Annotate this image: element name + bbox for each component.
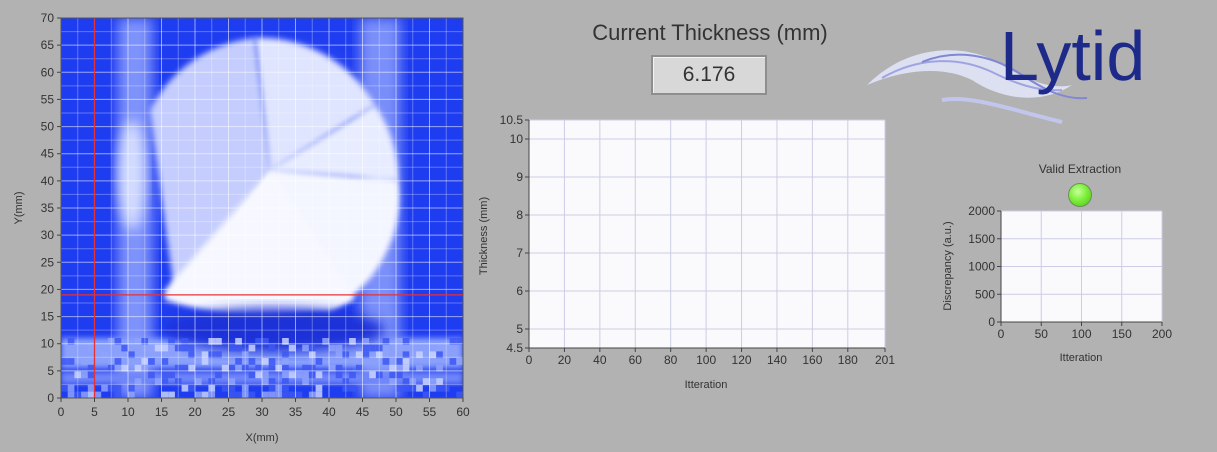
x-tick-label: 20 xyxy=(558,353,572,367)
y-tick-label: 2000 xyxy=(968,204,995,218)
discrepancy-chart-x-label: Itteration xyxy=(1060,352,1103,364)
x-tick-label: 120 xyxy=(732,353,752,367)
valid-extraction-label: Valid Extraction xyxy=(1038,162,1122,176)
heatmap-axes: 0 5 10 15 20 25 30 35 40 45 50 55 60 0 5 10 15 20 25 30 35 40… xyxy=(41,11,470,419)
heatmap-y-tick-label: 65 xyxy=(41,38,55,52)
heatmap-y-tick-label: 20 xyxy=(41,282,55,296)
y-tick-label: 6 xyxy=(516,284,523,298)
heatmap-x-tick-label: 10 xyxy=(121,405,135,419)
y-tick-label: 8 xyxy=(516,208,523,222)
heatmap-y-tick-label: 25 xyxy=(41,255,55,269)
heatmap-y-tick-label: 5 xyxy=(47,364,54,378)
heatmap-x-tick-label: 30 xyxy=(255,405,269,419)
heatmap-y-tick-label: 40 xyxy=(41,174,55,188)
y-tick-label: 7 xyxy=(516,246,523,260)
x-tick-label: 60 xyxy=(629,353,643,367)
x-tick-label: 180 xyxy=(838,353,858,367)
x-tick-label: 40 xyxy=(593,353,607,367)
x-tick-label: 0 xyxy=(526,353,533,367)
heatmap-x-tick-label: 60 xyxy=(456,405,470,419)
y-tick-label: 500 xyxy=(975,287,995,301)
x-tick-label: 100 xyxy=(696,353,716,367)
x-tick-label: 100 xyxy=(1071,327,1091,341)
x-tick-label: 160 xyxy=(802,353,822,367)
heatmap-x-tick-label: 35 xyxy=(289,405,303,419)
x-tick-label: 50 xyxy=(1035,327,1049,341)
heatmap-y-tick-label: 0 xyxy=(47,391,54,405)
wave-icon xyxy=(867,50,1088,124)
heatmap-x-tick-label: 15 xyxy=(155,405,169,419)
current-thickness-display: 6.176 xyxy=(651,55,767,95)
current-thickness-title: Current Thickness (mm) xyxy=(592,20,828,45)
heatmap-x-tick-label: 40 xyxy=(322,405,336,419)
heatmap-x-tick-label: 50 xyxy=(389,405,403,419)
discrepancy-chart-y-label: Discrepancy (a.u.) xyxy=(942,221,954,310)
x-tick-label: 0 xyxy=(998,327,1005,341)
thickness-chart-y-label: Thickness (mm) xyxy=(478,197,490,275)
heatmap-x-tick-label: 55 xyxy=(423,405,437,419)
valid-extraction-led xyxy=(1068,183,1092,207)
y-tick-label: 5 xyxy=(516,322,523,336)
heatmap-y-tick-label: 70 xyxy=(41,11,55,25)
x-tick-label: 150 xyxy=(1112,327,1132,341)
y-tick-label: 0 xyxy=(988,315,995,329)
y-tick-label: 10.5 xyxy=(500,113,524,127)
heatmap-y-tick-label: 45 xyxy=(41,147,55,161)
heatmap-x-axis-label: X(mm) xyxy=(246,432,279,444)
y-tick-label: 10 xyxy=(510,132,524,146)
thz-image-heatmap[interactable]: 0 5 10 15 20 25 30 35 40 45 50 55 60 0 5 10 15 20 25 30 35 40… xyxy=(0,0,475,452)
x-tick-label: 80 xyxy=(664,353,678,367)
heatmap-grid xyxy=(60,17,464,399)
heatmap-y-axis-label: Y(mm) xyxy=(13,192,25,225)
x-tick-label: 140 xyxy=(767,353,787,367)
heatmap-cursor[interactable] xyxy=(61,18,463,398)
heatmap-x-tick-label: 5 xyxy=(91,405,98,419)
heatmap-y-tick-label: 35 xyxy=(41,201,55,215)
y-tick-label: 4.5 xyxy=(506,341,523,355)
x-tick-label: 200 xyxy=(1152,327,1172,341)
heatmap-y-tick-label: 10 xyxy=(41,337,55,351)
heatmap-y-tick-label: 55 xyxy=(41,92,55,106)
y-tick-label: 1000 xyxy=(968,260,995,274)
heatmap-speckle xyxy=(61,338,463,398)
y-tick-label: 9 xyxy=(516,170,523,184)
heatmap-x-tick-label: 0 xyxy=(58,405,65,419)
thickness-chart: 0 20 40 60 80 100 120 140 160 180 201 4.5 5 6 7 8 9 10 10.… xyxy=(478,113,895,391)
x-tick-label: 201 xyxy=(875,353,895,367)
thickness-chart-x-label: Itteration xyxy=(685,379,728,391)
logo-wordmark: Lytid xyxy=(1000,17,1145,95)
heatmap-y-tick-label: 15 xyxy=(41,310,55,324)
y-tick-label: 1500 xyxy=(968,232,995,246)
heatmap-y-tick-label: 30 xyxy=(41,228,55,242)
heatmap-x-tick-label: 45 xyxy=(356,405,370,419)
lytid-logo: Lytid xyxy=(867,17,1145,124)
heatmap-y-tick-label: 60 xyxy=(41,65,55,79)
heatmap-x-tick-label: 25 xyxy=(222,405,236,419)
heatmap-x-tick-label: 20 xyxy=(188,405,202,419)
heatmap-y-tick-label: 50 xyxy=(41,120,55,134)
